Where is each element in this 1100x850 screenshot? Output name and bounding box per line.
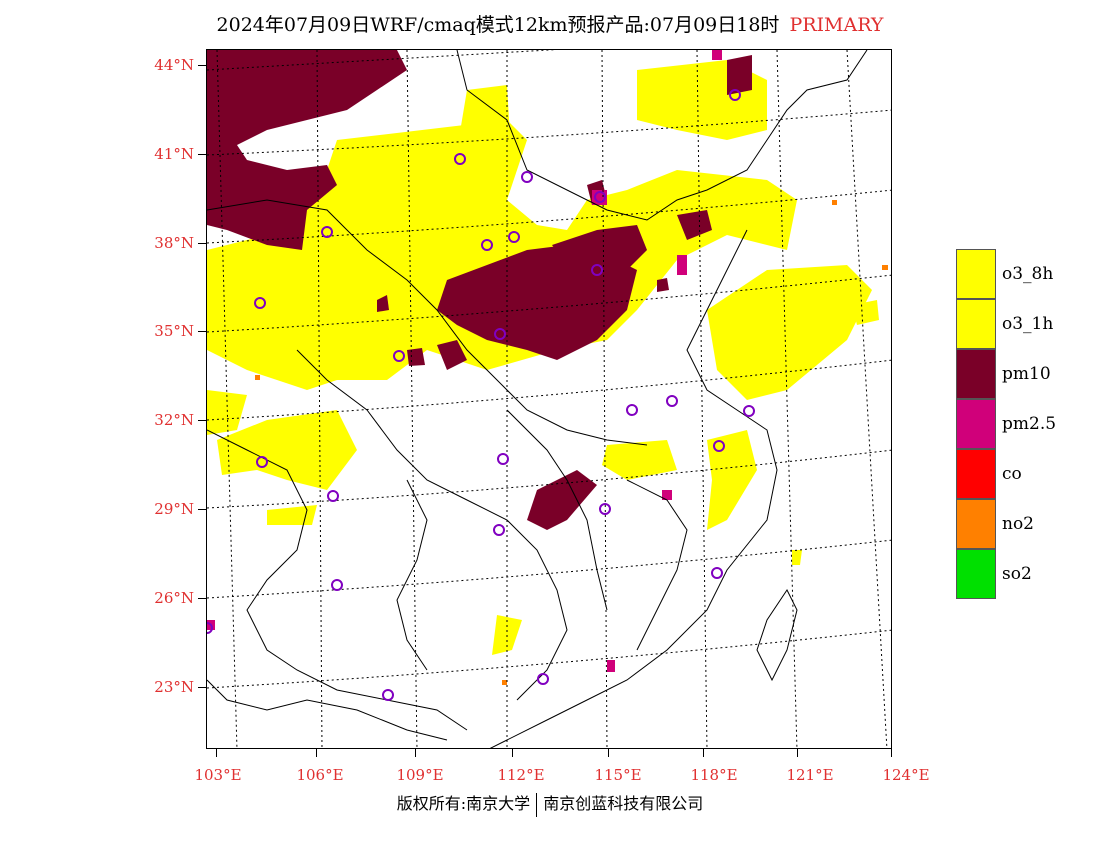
lon-label-118: 118°E xyxy=(690,766,738,784)
lon-tick xyxy=(891,749,892,757)
map-title: 2024年07月09日WRF/cmaq模式12km预报产品:07月09日18时 P… xyxy=(0,10,1100,37)
lat-label-29: 29°N xyxy=(154,500,194,518)
lon-tick xyxy=(316,749,317,757)
legend-label: co xyxy=(1002,464,1022,484)
lat-label-23: 23°N xyxy=(154,678,194,696)
lat-label-35: 35°N xyxy=(154,322,194,340)
legend-label: pm10 xyxy=(1002,364,1051,384)
lat-tick xyxy=(198,687,206,688)
lon-label-112: 112°E xyxy=(497,766,545,784)
station-markers xyxy=(207,89,755,701)
legend-swatch xyxy=(956,299,996,349)
lon-tick xyxy=(512,749,513,757)
lat-tick xyxy=(198,420,206,421)
lon-label-124: 124°E xyxy=(882,766,930,784)
lon-label-115: 115°E xyxy=(594,766,642,784)
ozone-regions xyxy=(207,60,879,655)
lat-tick xyxy=(198,509,206,510)
legend-swatch xyxy=(956,399,996,449)
lat-label-38: 38°N xyxy=(154,234,194,252)
lat-tick xyxy=(198,243,206,244)
lat-label-32: 32°N xyxy=(154,411,194,429)
graticule xyxy=(207,50,891,748)
no2-spots xyxy=(255,200,888,685)
lat-tick xyxy=(198,331,206,332)
legend-label: pm2.5 xyxy=(1002,414,1057,434)
legend-swatch xyxy=(956,499,996,549)
legend-swatch xyxy=(956,549,996,599)
lon-tick xyxy=(216,749,217,757)
pm10-regions xyxy=(207,50,752,530)
lat-label-44: 44°N xyxy=(154,56,194,74)
legend-swatch xyxy=(956,349,996,399)
boundaries xyxy=(207,50,868,748)
lat-label-26: 26°N xyxy=(154,589,194,607)
lon-tick xyxy=(703,749,704,757)
copyright-left: 版权所有:南京大学 xyxy=(396,794,531,813)
lon-label-106: 106°E xyxy=(296,766,344,784)
legend-swatch xyxy=(956,449,996,499)
map-area[interactable] xyxy=(206,49,892,749)
copyright-divider xyxy=(536,792,538,817)
lon-tick xyxy=(797,749,798,757)
lon-tick xyxy=(608,749,609,757)
lat-tick xyxy=(198,154,206,155)
lat-label-41: 41°N xyxy=(154,145,194,163)
legend-label: so2 xyxy=(1002,564,1032,584)
lat-tick xyxy=(198,598,206,599)
legend-swatch xyxy=(956,249,996,299)
title-text: 2024年07月09日WRF/cmaq模式12km预报产品:07月09日18时 xyxy=(216,14,780,36)
lon-tick xyxy=(415,749,416,757)
lat-tick xyxy=(198,65,206,66)
copyright-right: 南京创蓝科技有限公司 xyxy=(543,794,704,813)
map-canvas xyxy=(207,50,891,748)
copyright-notice: 版权所有:南京大学 南京创蓝科技有限公司 xyxy=(0,790,1100,817)
legend-label: o3_1h xyxy=(1002,314,1054,334)
primary-label: PRIMARY xyxy=(789,14,884,36)
legend-label: no2 xyxy=(1002,514,1034,534)
legend-label: o3_8h xyxy=(1002,264,1054,284)
lon-label-121: 121°E xyxy=(786,766,834,784)
lon-label-109: 109°E xyxy=(396,766,444,784)
lon-label-103: 103°E xyxy=(194,766,242,784)
